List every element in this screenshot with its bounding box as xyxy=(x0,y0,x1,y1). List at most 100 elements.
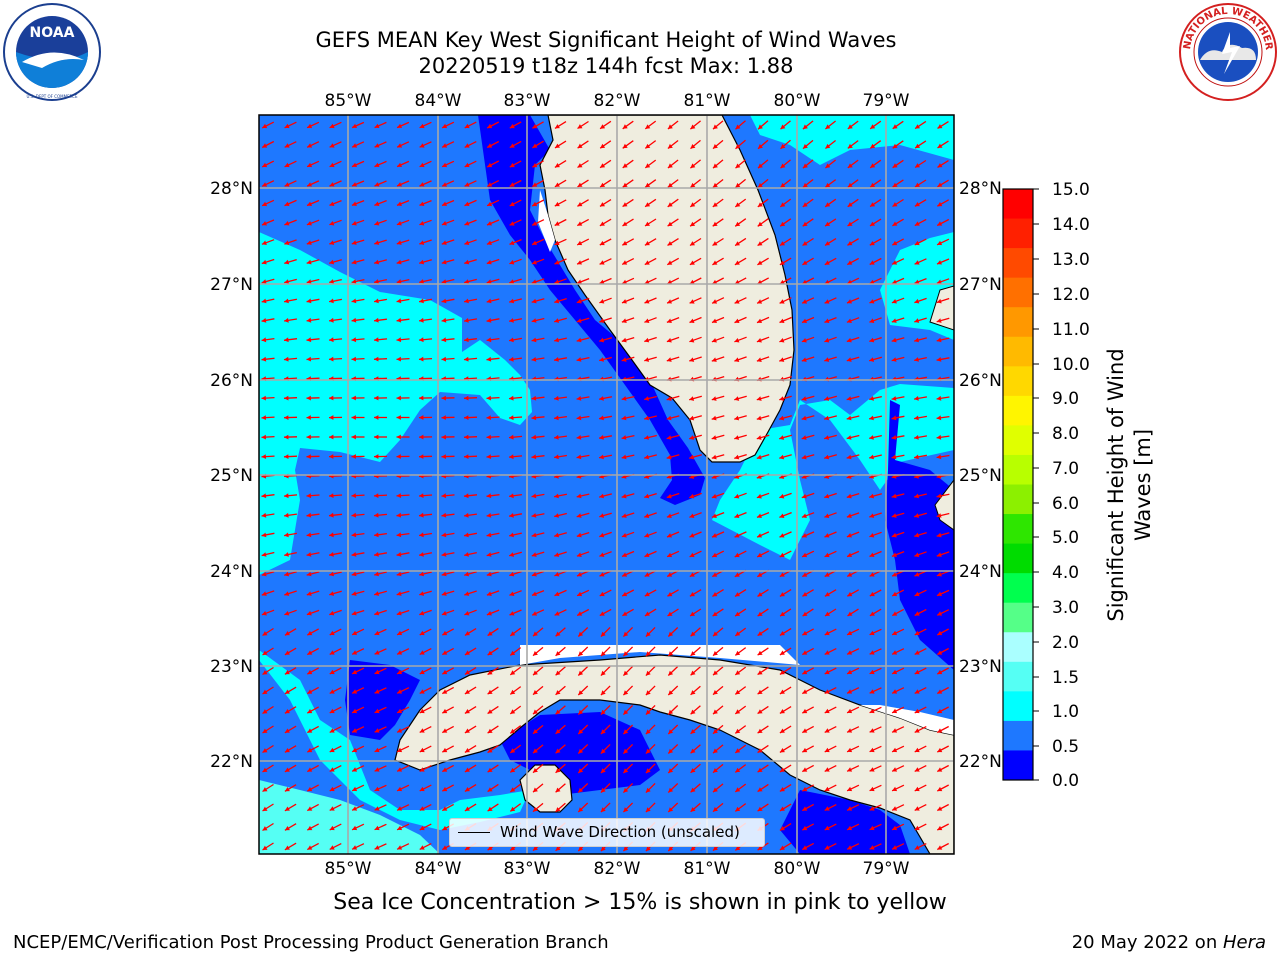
wave-direction-arrow-head xyxy=(734,533,740,538)
lon-label-bottom: 82°W xyxy=(594,859,641,879)
wave-direction-arrow-head xyxy=(712,533,717,538)
wave-direction-arrow-head xyxy=(936,454,942,460)
wave-direction-arrow-head xyxy=(914,825,920,831)
wave-direction-arrow-head xyxy=(892,611,898,616)
wave-direction-arrow-head xyxy=(578,709,584,715)
colorbar-tick-label: 14.0 xyxy=(1052,215,1090,235)
wave-direction-arrow-head xyxy=(936,513,942,518)
wave-direction-arrow-head xyxy=(261,337,267,343)
wave-direction-arrow-head xyxy=(623,768,629,774)
wave-direction-arrow-head xyxy=(914,396,919,401)
wave-direction-arrow-head xyxy=(914,221,920,226)
wave-direction-arrow-head xyxy=(644,260,650,265)
wave-direction-arrow-head xyxy=(621,415,627,421)
wave-direction-arrow-head xyxy=(734,357,740,362)
wave-direction-arrow-head xyxy=(824,279,830,285)
wave-direction-arrow-head xyxy=(667,572,673,577)
wave-direction-arrow-head xyxy=(914,202,920,207)
wave-direction-arrow-head xyxy=(397,201,402,206)
wave-direction-arrow-head xyxy=(576,318,582,323)
wave-direction-arrow-head xyxy=(261,298,267,304)
wave-direction-arrow-head xyxy=(374,532,379,538)
wave-direction-arrow-head xyxy=(757,533,762,538)
wave-direction-arrow-head xyxy=(600,182,606,188)
wave-direction-arrow-head xyxy=(464,162,470,168)
wave-direction-arrow-head xyxy=(914,767,920,772)
wave-direction-arrow-head xyxy=(284,826,290,831)
wave-direction-arrow-head xyxy=(442,123,448,129)
wave-direction-arrow-head xyxy=(668,768,674,773)
wave-direction-arrow-head xyxy=(531,260,537,265)
wave-direction-arrow-head xyxy=(396,591,402,596)
wave-direction-arrow-head xyxy=(306,434,311,440)
wave-direction-arrow-head xyxy=(668,807,674,812)
wave-direction-arrow-head xyxy=(690,787,696,793)
wave-direction-arrow-head xyxy=(666,454,672,460)
map-legend: Wind Wave Direction (unscaled) xyxy=(449,818,765,847)
wave-direction-arrow-head xyxy=(531,493,537,499)
wave-direction-arrow-head xyxy=(801,513,807,518)
wave-direction-arrow-head xyxy=(802,299,808,304)
wave-direction-arrow-head xyxy=(825,163,831,168)
wave-direction-arrow-head xyxy=(600,143,606,149)
wave-direction-arrow-head xyxy=(936,337,942,343)
wave-direction-arrow-head xyxy=(532,124,538,129)
colorbar-segment xyxy=(1003,366,1033,397)
wave-direction-arrow-head xyxy=(487,787,493,792)
wave-direction-arrow-head xyxy=(576,552,582,557)
wave-direction-arrow-head xyxy=(892,202,898,207)
wave-direction-arrow-head xyxy=(576,298,582,304)
wave-direction-arrow-head xyxy=(352,182,357,187)
wave-direction-arrow-head xyxy=(284,845,290,850)
wave-direction-arrow-head xyxy=(419,806,425,811)
wave-direction-arrow-head xyxy=(329,786,335,792)
wave-direction-arrow-head xyxy=(847,143,853,149)
wave-direction-arrow-head xyxy=(262,767,268,772)
wave-direction-arrow-head xyxy=(644,318,650,323)
wave-direction-arrow-head xyxy=(261,395,266,401)
wave-field-0.0-0.5-coast xyxy=(478,115,705,505)
wave-direction-arrow-head xyxy=(936,572,942,577)
wave-direction-arrow-head xyxy=(892,163,898,168)
wave-direction-arrow-head xyxy=(666,337,672,343)
wave-direction-arrow-head xyxy=(307,650,313,655)
wave-direction-arrow-head xyxy=(802,318,807,323)
wave-direction-arrow-head xyxy=(824,728,830,733)
wave-direction-arrow-head xyxy=(419,162,425,168)
wave-direction-arrow-head xyxy=(689,454,695,460)
wave-direction-arrow-head xyxy=(397,728,403,733)
wave-direction-arrow-head xyxy=(397,747,403,753)
wave-direction-arrow-head xyxy=(802,786,808,792)
wave-direction-arrow-head xyxy=(756,338,762,343)
wave-direction-arrow-head xyxy=(284,123,290,129)
wave-direction-arrow-head xyxy=(735,709,741,714)
wave-direction-arrow-head xyxy=(712,611,718,617)
wave-direction-arrow-head xyxy=(824,747,830,753)
wave-direction-arrow-head xyxy=(306,552,312,557)
wave-direction-arrow-head xyxy=(486,513,492,518)
wave-direction-arrow-head xyxy=(713,651,718,656)
wave-direction-arrow-head xyxy=(847,552,852,557)
wave-direction-arrow-head xyxy=(396,454,401,459)
wave-direction-arrow-head xyxy=(690,182,696,188)
wave-direction-arrow-head xyxy=(645,748,651,754)
wave-direction-arrow-head xyxy=(555,846,561,851)
wave-direction-arrow-head xyxy=(914,650,920,655)
wave-direction-arrow-head xyxy=(464,532,469,538)
wave-direction-arrow-head xyxy=(803,144,808,149)
wave-direction-arrow-head xyxy=(533,670,538,676)
wave-direction-arrow-head xyxy=(352,689,358,694)
wave-direction-arrow-head xyxy=(869,845,875,850)
wave-direction-arrow-head xyxy=(307,825,313,831)
wave-direction-arrow-head xyxy=(284,395,289,401)
wave-direction-arrow-head xyxy=(261,356,267,362)
wave-direction-arrow-head xyxy=(396,610,402,616)
wave-direction-arrow-head xyxy=(307,708,313,714)
wave-direction-arrow-head xyxy=(397,650,403,655)
wave-direction-arrow-head xyxy=(869,279,875,285)
wave-direction-arrow-head xyxy=(464,787,470,792)
lon-label-bottom: 80°W xyxy=(774,859,821,879)
wave-direction-arrow-head xyxy=(891,415,897,421)
wave-direction-arrow-head xyxy=(487,143,493,148)
wave-direction-arrow-head xyxy=(825,124,831,129)
